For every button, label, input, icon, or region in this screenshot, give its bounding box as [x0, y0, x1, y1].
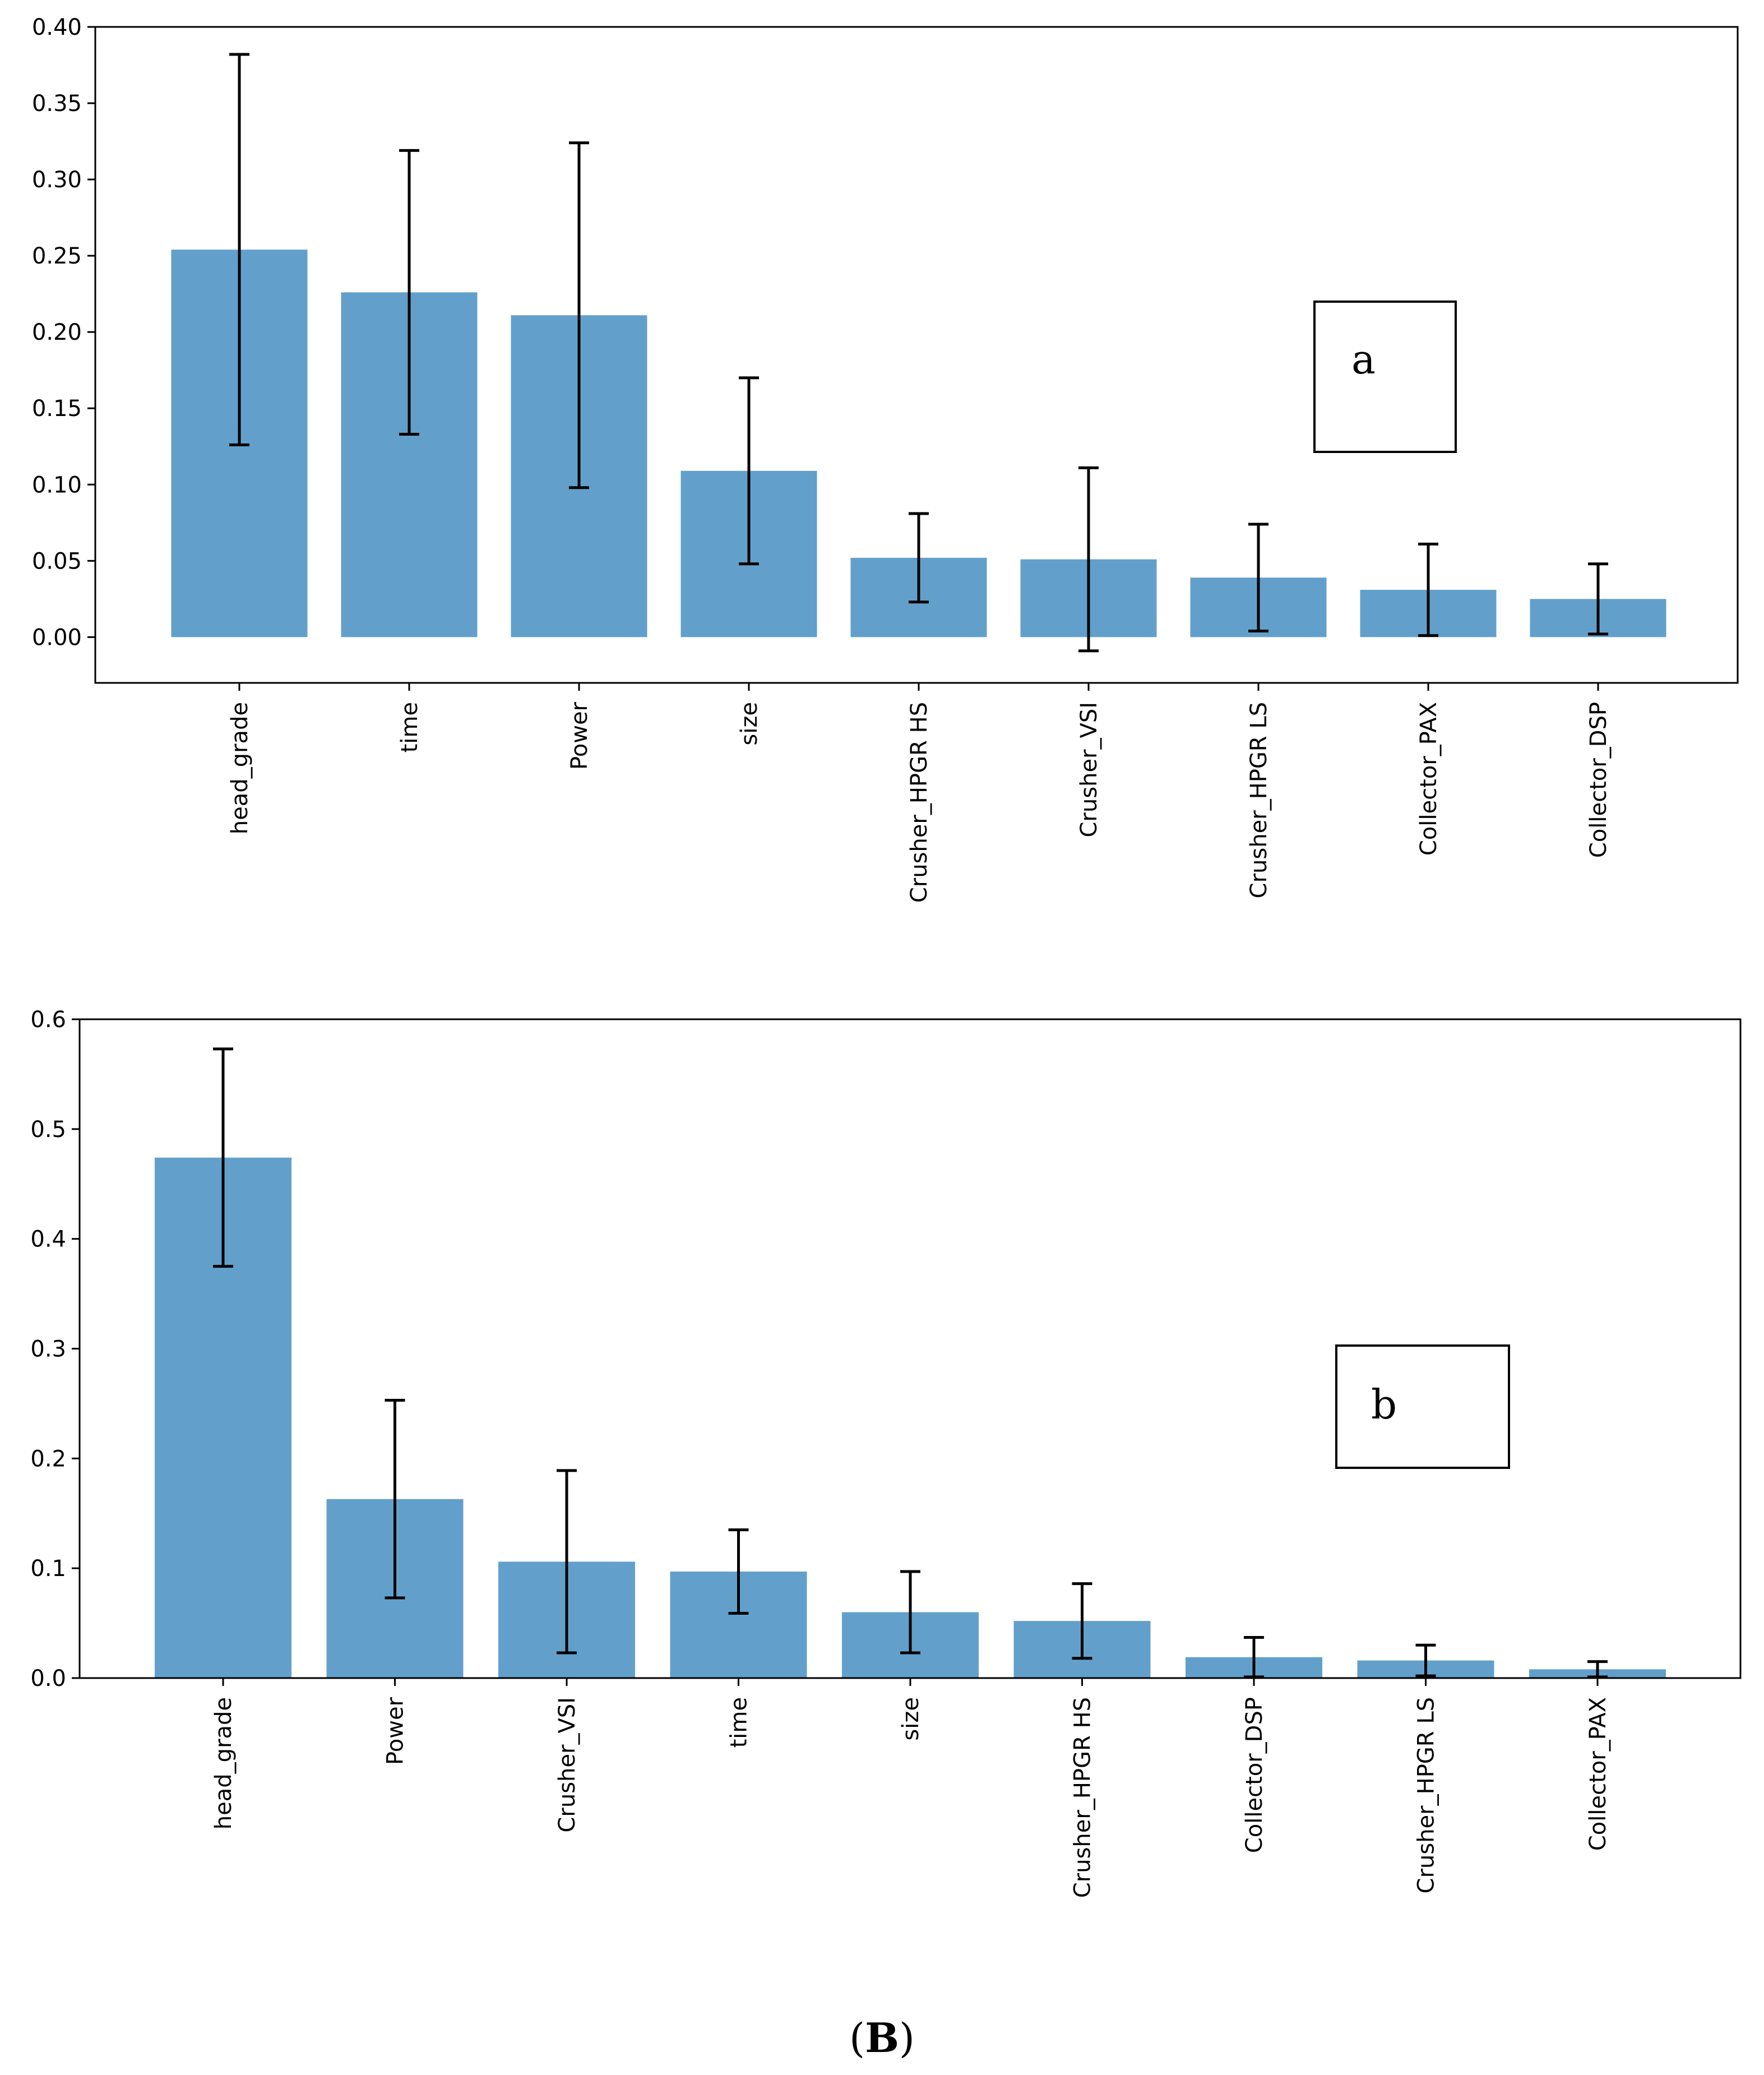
x-tick-label: Collector_PAX: [1585, 1697, 1611, 1851]
caption-letter: B: [865, 2014, 899, 2062]
panel-label: b: [1371, 1381, 1397, 1428]
y-tick-label: 0.10: [32, 472, 82, 498]
x-tick-label: size: [898, 1697, 924, 1741]
x-tick-label: Crusher_VSI: [554, 1697, 580, 1833]
figure-caption: (B): [0, 2014, 1764, 2062]
panel-a-chart: 0.00 0.05 0.10 0.15 0.20 0.25 0.30 0.35 0.40 head…: [32, 15, 1739, 903]
caption-close: ): [899, 2014, 915, 2062]
x-tick-label: Power: [383, 1697, 409, 1764]
panel-label: a: [1351, 336, 1376, 383]
x-tick-label: Crusher_HPGR LS: [1246, 702, 1272, 898]
x-tick-label: head_grade: [227, 702, 253, 834]
y-tick-label: 0.40: [32, 15, 82, 40]
panel-b-chart: 0.0 0.1 0.2 0.3 0.4 0.5 0.6 head_grade Power Crus…: [30, 1007, 1742, 1898]
y-tick-label: 0.30: [32, 167, 82, 193]
y-tick-label: 0.4: [30, 1227, 66, 1253]
panel-label-box: [1313, 301, 1457, 453]
x-tick-label: Power: [567, 701, 592, 769]
x-tick-label: Collector_PAX: [1416, 702, 1442, 856]
x-tick-label: Collector_DSP: [1586, 702, 1612, 858]
caption-open: (: [849, 2014, 865, 2062]
x-tick-label: Collector_DSP: [1242, 1697, 1267, 1853]
y-tick-label: 0.05: [32, 548, 82, 574]
y-tick-label: 0.3: [30, 1337, 66, 1362]
y-tick-label: 0.15: [32, 396, 82, 422]
x-tick-label: time: [726, 1697, 752, 1748]
y-tick-label: 0.35: [32, 91, 82, 117]
x-tick-label: Crusher_HPGR HS: [906, 702, 932, 903]
y-tick-label: 0.2: [30, 1446, 66, 1472]
y-tick-label: 0.20: [32, 320, 82, 345]
y-tick-label: 0.6: [30, 1007, 66, 1033]
x-tick-label: size: [737, 702, 762, 746]
x-tick-label: Crusher_HPGR HS: [1070, 1697, 1096, 1898]
x-tick-label: head_grade: [211, 1697, 237, 1829]
x-tick-label: Crusher_HPGR LS: [1414, 1697, 1439, 1893]
y-tick-label: 0.5: [30, 1117, 66, 1143]
y-tick-label: 0.00: [32, 625, 82, 650]
x-tick-label: Crusher_VSI: [1076, 702, 1102, 838]
axes-frame: [94, 26, 1739, 684]
y-tick-label: 0.1: [30, 1556, 66, 1582]
y-tick-label: 0.0: [30, 1666, 66, 1692]
y-tick-label: 0.25: [32, 243, 82, 269]
panel-label-box: [1335, 1344, 1510, 1469]
x-tick-label: time: [397, 702, 423, 752]
